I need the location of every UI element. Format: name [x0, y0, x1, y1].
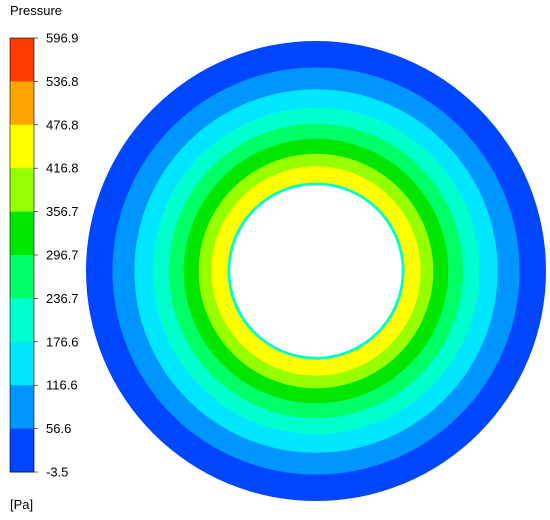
colorbar-tick-label: 296.7	[46, 248, 79, 263]
colorbar-tick-label: 56.6	[46, 421, 71, 436]
annulus-inner-hole	[230, 185, 402, 357]
colorbar-tick-label: 356.7	[46, 204, 79, 219]
colorbar: 596.9 536.8 476.8 416.8 356.7 296.7 236.7 176.6…	[9, 31, 79, 480]
colorbar-tick-label: -3.5	[46, 465, 68, 480]
colorbar-tick-label: 476.8	[46, 117, 79, 132]
colorbar-tick-label: 416.8	[46, 161, 79, 176]
colorbar-band	[10, 81, 34, 126]
colorbar-band	[10, 428, 34, 473]
colorbar-band	[10, 255, 34, 299]
colorbar-tick-label: 176.6	[46, 334, 79, 349]
colorbar-band	[10, 298, 34, 343]
colorbar-band	[10, 211, 34, 256]
chart-title: Pressure	[10, 3, 63, 18]
colorbar-band	[10, 341, 34, 386]
colorbar-band	[10, 38, 34, 82]
colorbar-band	[10, 385, 34, 430]
colorbar-tick-label: 536.8	[46, 74, 79, 89]
colorbar-tick-label: 116.6	[46, 378, 78, 393]
unit-label: [Pa]	[10, 497, 34, 512]
colorbar-band	[10, 124, 34, 169]
colorbar-tick-label: 236.7	[46, 291, 79, 306]
colorbar-tick-label: 596.9	[46, 31, 79, 46]
contour-annulus	[86, 41, 546, 501]
colorbar-band	[10, 168, 34, 213]
